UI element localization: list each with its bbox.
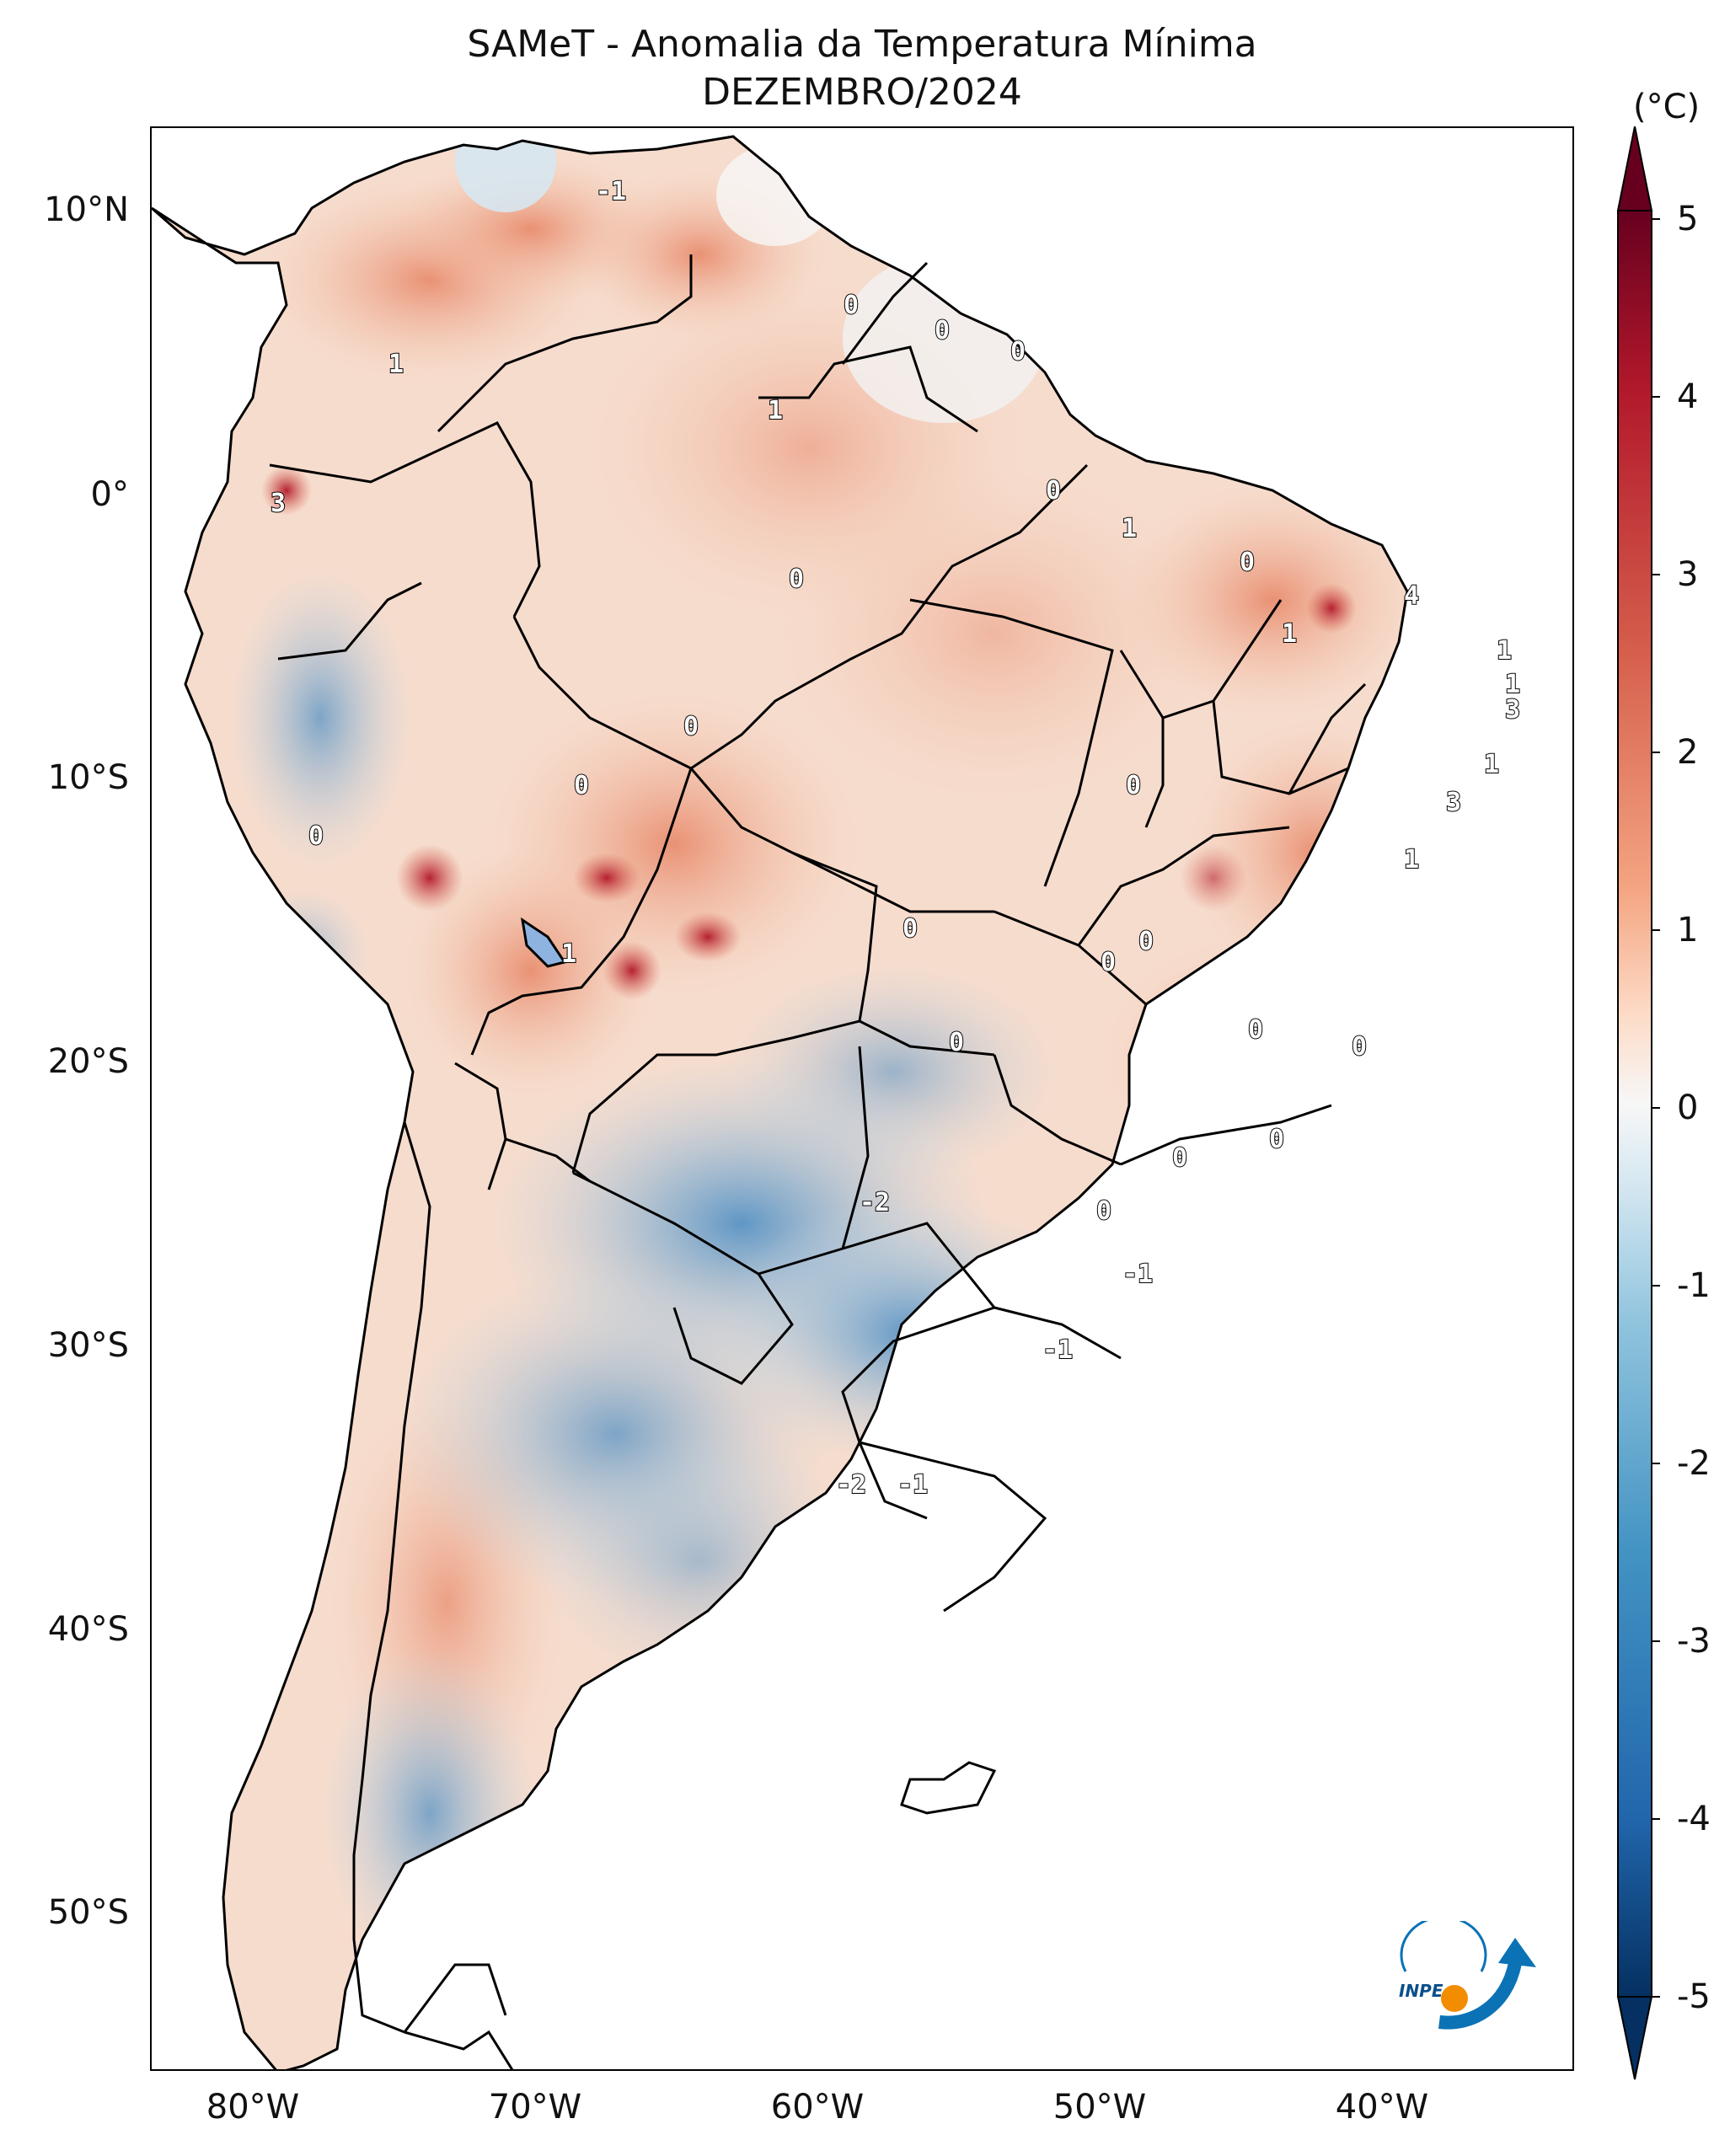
inpe-logo: INPE: [1399, 1921, 1536, 2030]
contour-label: -1: [897, 1470, 928, 1500]
colorbar-tick-label: -2: [1677, 1444, 1711, 1483]
colorbar-tick-label: 1: [1677, 911, 1699, 950]
anomaly-map: -1 1 3 0 0 0 0 1 0 1 0 4 1 1 1 3 1 3 0 0…: [152, 135, 1521, 2069]
lon-tick-label: 50°W: [1052, 2088, 1147, 2127]
contour-label: 0: [1269, 1125, 1284, 1154]
colorbar-tick-label: 0: [1677, 1089, 1699, 1127]
colorbar-bar: [1617, 210, 1652, 1998]
contour-label: -2: [836, 1470, 866, 1500]
lon-tick-label: 60°W: [770, 2088, 865, 2127]
contour-label: 0: [1010, 337, 1026, 366]
map-panel: -1 1 3 0 0 0 0 1 0 1 0 4 1 1 1 3 1 3 0 0…: [150, 126, 1574, 2071]
colorbar-max-arrow: [1616, 126, 1653, 211]
contour-label: 1: [1404, 845, 1419, 875]
contour-label: 3: [1505, 695, 1520, 725]
lat-tick-label: 20°S: [47, 1042, 129, 1081]
contour-label: -1: [1042, 1335, 1073, 1365]
colorbar-tick-label: 2: [1677, 733, 1699, 772]
logo-text: INPE: [1399, 1981, 1443, 2001]
contour-label: 0: [902, 914, 918, 944]
colorbar-tick-label: -3: [1677, 1622, 1711, 1661]
contour-label: 1: [561, 939, 576, 969]
contour-label: 0: [789, 564, 804, 594]
contour-label: -1: [1122, 1260, 1153, 1289]
chart-subtitle: DEZEMBRO/2024: [702, 71, 1022, 114]
colorbar-tick-label: -5: [1677, 1977, 1711, 2016]
colorbar: [1616, 126, 1660, 2080]
country-borders: [152, 135, 1409, 2069]
contour-label: 0: [1248, 1015, 1263, 1045]
contour-label: -1: [596, 177, 626, 206]
lat-tick-label: 0°: [90, 475, 129, 514]
contour-label: 1: [1122, 514, 1137, 543]
contour-label: 0: [935, 316, 950, 345]
contour-label: 4: [1404, 581, 1419, 611]
contour-label: 0: [1046, 476, 1061, 506]
contour-label: 1: [1282, 619, 1297, 649]
colorbar-tick-label: -4: [1677, 1800, 1711, 1838]
contour-label: 0: [844, 291, 859, 320]
lat-tick-label: 10°N: [44, 190, 129, 229]
contour-label: 0: [1240, 548, 1255, 577]
contour-label: -2: [860, 1188, 890, 1217]
lon-tick-label: 80°W: [206, 2088, 300, 2127]
colorbar-tick-label: 5: [1677, 200, 1699, 238]
contour-label: 3: [1446, 788, 1461, 817]
colorbar-tick-label: 3: [1677, 555, 1699, 594]
lon-tick-label: 70°W: [488, 2088, 582, 2127]
contour-label: 0: [683, 712, 699, 741]
contour-label: 0: [574, 771, 589, 800]
lat-tick-label: 50°S: [47, 1893, 129, 1932]
contour-label: 1: [768, 396, 783, 425]
contour-label: 0: [1138, 927, 1154, 956]
contour-label: 0: [308, 821, 324, 851]
contour-label: 1: [388, 350, 404, 379]
colorbar-tick-label: -1: [1677, 1266, 1711, 1305]
contour-label: 0: [1172, 1143, 1187, 1173]
contour-label: 1: [1505, 670, 1520, 699]
contour-label: 1: [1497, 636, 1512, 666]
lat-tick-label: 40°S: [47, 1610, 129, 1649]
contour-labels: -1 1 3 0 0 0 0 1 0 1 0 4 1 1 1 3 1 3 0 0…: [270, 176, 1521, 1501]
contour-label: 0: [949, 1028, 964, 1057]
lat-tick-label: 30°S: [47, 1326, 129, 1365]
contour-label: 0: [1352, 1032, 1367, 1062]
lon-tick-label: 40°W: [1335, 2088, 1429, 2127]
lat-tick-label: 10°S: [47, 758, 129, 797]
contour-label: 3: [270, 489, 286, 518]
colorbar-unit: (°C): [1633, 88, 1701, 126]
chart-title: SAMeT - Anomalia da Temperatura Mínima: [467, 23, 1257, 66]
contour-label: 0: [1101, 948, 1116, 977]
colorbar-min-arrow: [1616, 1996, 1653, 2080]
lake-titicaca: [520, 917, 567, 968]
colorbar-tick-label: 4: [1677, 377, 1699, 416]
contour-label: 0: [1126, 771, 1141, 800]
contour-label: 1: [1484, 750, 1499, 779]
contour-label: 0: [1096, 1196, 1111, 1226]
